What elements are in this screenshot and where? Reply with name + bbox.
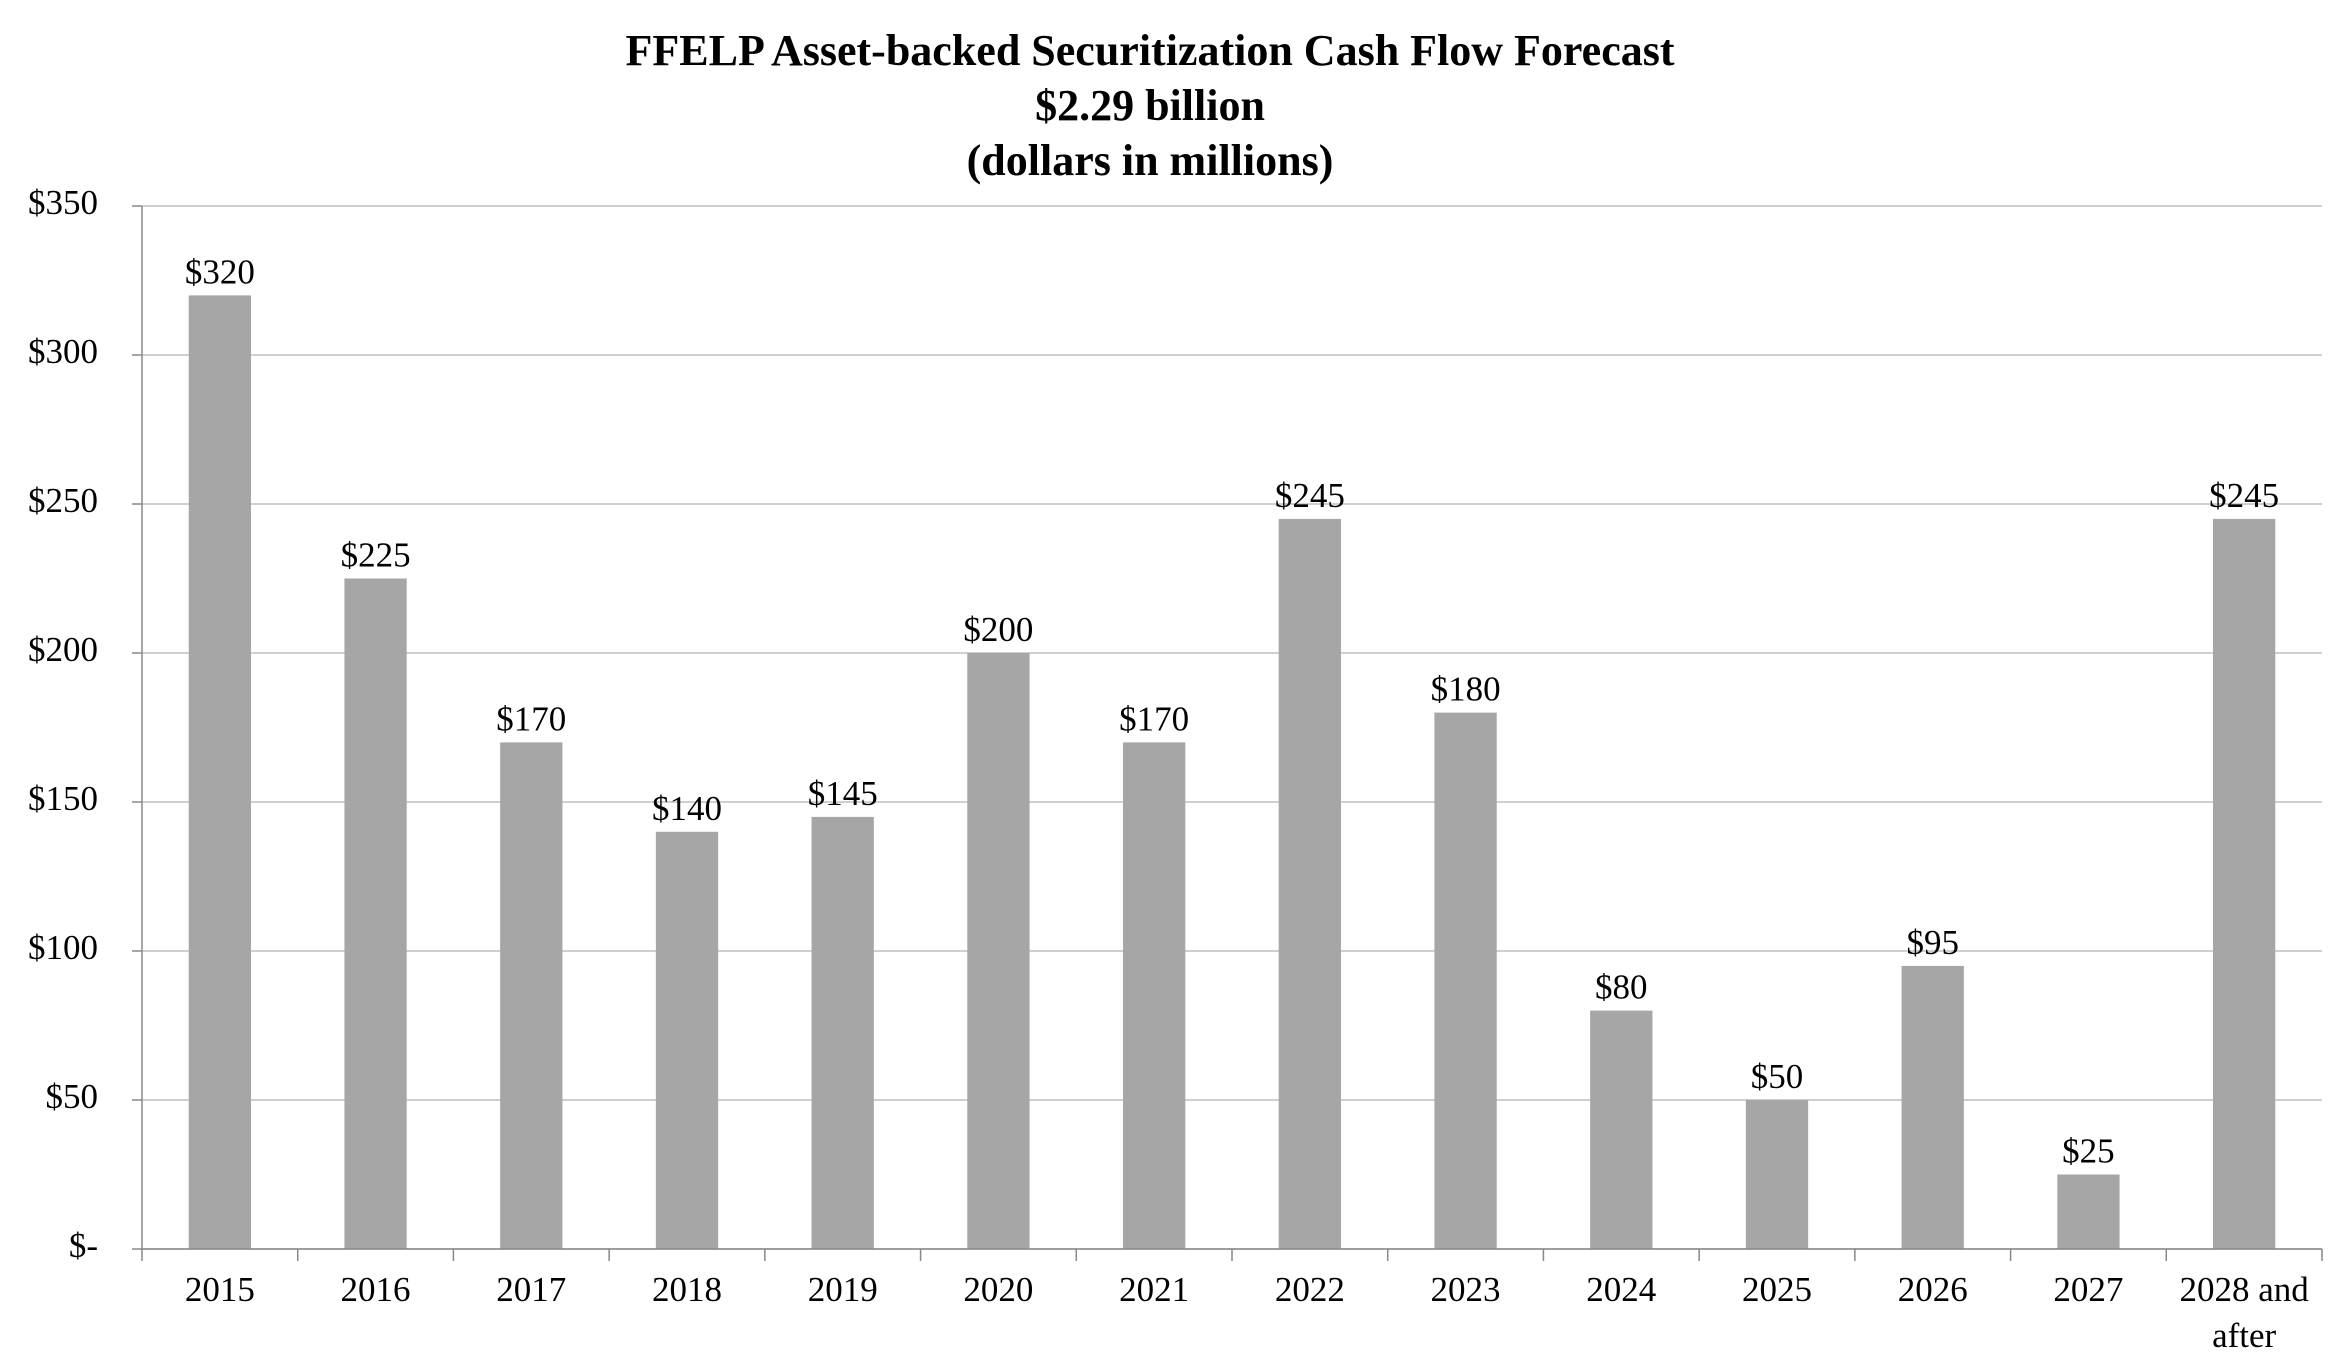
chart-title: FFELP Asset-backed Securitization Cash F… bbox=[626, 26, 1675, 75]
x-tick-label-box: 2026 bbox=[1897, 1270, 1968, 1309]
x-tick-label-box: 2015 bbox=[184, 1270, 255, 1309]
x-tick-label: 2024 bbox=[1586, 1270, 1657, 1309]
bar bbox=[500, 742, 563, 1249]
bar bbox=[1745, 1100, 1809, 1249]
x-tick-label: 2028 and after bbox=[2179, 1270, 2309, 1355]
bar bbox=[655, 831, 719, 1249]
x-tick-label-box: 2019 bbox=[807, 1270, 878, 1309]
y-tick-label: $300 bbox=[28, 332, 98, 371]
data-label: $180 bbox=[1431, 670, 1501, 709]
x-tick-label: 2016 bbox=[340, 1270, 411, 1309]
x-tick-label: 2027 bbox=[2053, 1270, 2124, 1309]
bar bbox=[1434, 712, 1497, 1249]
data-label: $95 bbox=[1906, 923, 1959, 962]
x-tick-label-box: 2016 bbox=[340, 1270, 411, 1309]
bar bbox=[1278, 518, 1341, 1249]
data-label: $245 bbox=[1275, 476, 1345, 515]
x-tick-label-box: 2025 bbox=[1741, 1270, 1812, 1309]
x-tick-label-box: 2021 bbox=[1119, 1270, 1190, 1309]
data-label: $50 bbox=[1751, 1057, 1804, 1096]
x-tick-label: 2017 bbox=[496, 1270, 567, 1309]
y-tick-label: $50 bbox=[46, 1077, 99, 1116]
bar bbox=[344, 578, 407, 1249]
bar bbox=[1590, 1010, 1653, 1249]
bar bbox=[2213, 518, 2276, 1249]
data-label: $80 bbox=[1595, 968, 1648, 1007]
chart-subtitle: $2.29 billion bbox=[1035, 81, 1265, 130]
bar bbox=[1123, 742, 1186, 1249]
x-tick-label: 2025 bbox=[1741, 1270, 1812, 1309]
x-tick-label-box: 2018 bbox=[651, 1270, 722, 1309]
data-label: $225 bbox=[341, 536, 411, 575]
x-tick-label-box: 2024 bbox=[1586, 1270, 1657, 1309]
x-tick-label-box: 2022 bbox=[1274, 1270, 1345, 1309]
chart-subtitle: (dollars in millions) bbox=[967, 136, 1334, 185]
x-tick-label: 2021 bbox=[1119, 1270, 1190, 1309]
x-tick-label-box: 2023 bbox=[1430, 1270, 1501, 1309]
bar bbox=[1901, 965, 1964, 1249]
y-tick-label: $150 bbox=[28, 779, 98, 818]
y-tick-label: $200 bbox=[28, 630, 98, 669]
data-label: $25 bbox=[2062, 1132, 2115, 1171]
bar bbox=[188, 295, 251, 1249]
y-tick-label: $350 bbox=[28, 183, 98, 222]
data-label: $170 bbox=[1119, 699, 1189, 738]
x-tick-label-box: 2017 bbox=[496, 1270, 567, 1309]
x-tick-label: 2026 bbox=[1897, 1270, 1968, 1309]
x-tick-label: 2023 bbox=[1430, 1270, 1501, 1309]
x-tick-label-box: 2028 and after bbox=[2179, 1270, 2309, 1355]
x-tick-label-box: 2020 bbox=[963, 1270, 1034, 1309]
data-label: $320 bbox=[185, 252, 255, 291]
x-tick-label: 2018 bbox=[651, 1270, 722, 1309]
x-tick-label: 2019 bbox=[807, 1270, 878, 1309]
x-tick-label: 2015 bbox=[184, 1270, 255, 1309]
x-tick-label: 2022 bbox=[1274, 1270, 1345, 1309]
x-tick-label-box: 2027 bbox=[2053, 1270, 2124, 1309]
data-label: $245 bbox=[2209, 476, 2279, 515]
data-label: $140 bbox=[652, 789, 722, 828]
data-label: $145 bbox=[808, 774, 878, 813]
y-tick-label: $- bbox=[69, 1226, 98, 1265]
data-label: $170 bbox=[496, 699, 566, 738]
y-tick-label: $250 bbox=[28, 481, 98, 520]
x-tick-label: 2020 bbox=[963, 1270, 1034, 1309]
bar bbox=[967, 653, 1030, 1249]
bar bbox=[2057, 1174, 2120, 1249]
bar bbox=[811, 816, 874, 1249]
data-label: $200 bbox=[963, 610, 1033, 649]
y-tick-label: $100 bbox=[28, 928, 98, 967]
